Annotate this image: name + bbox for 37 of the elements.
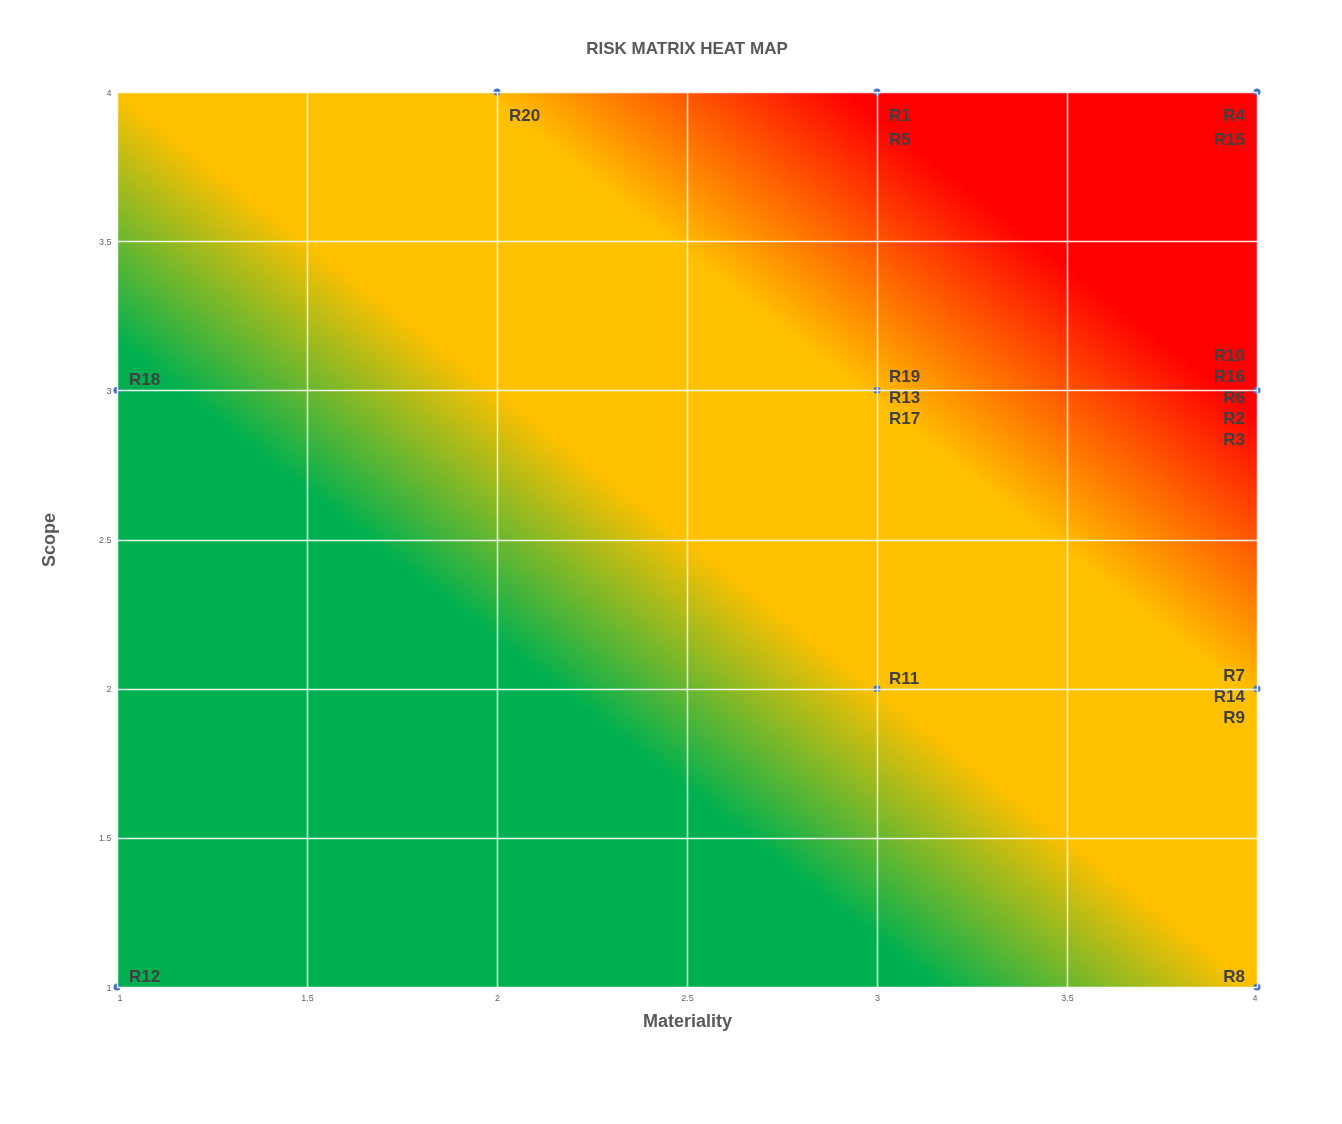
y-tick-label: 3.5: [98, 236, 112, 247]
annotation: R18: [129, 370, 161, 390]
annotation: R7: [1223, 665, 1245, 685]
x-tick-label: 1: [117, 992, 123, 1003]
x-axis-title: Materiality: [642, 1010, 733, 1031]
y-tick-label: 2.5: [98, 535, 112, 545]
annotation: R5: [889, 130, 911, 149]
x-tick-label: 3: [874, 992, 881, 1003]
annotation: R12: [129, 967, 161, 986]
y-tick-label: 3: [106, 385, 112, 396]
y-tick-label: 2: [106, 684, 112, 695]
y-tick-label: 1: [106, 982, 112, 993]
annotation: R1: [889, 106, 911, 125]
annotation: R15: [1213, 130, 1245, 149]
annotation: R10: [1213, 346, 1245, 366]
annotation: R11: [889, 668, 920, 688]
annotation: R3: [1223, 430, 1245, 450]
x-tick-label: 1.5: [301, 992, 314, 1003]
y-tick-label: 4: [106, 87, 112, 98]
annotation: R2: [1223, 409, 1245, 429]
annotation: R4: [1223, 106, 1246, 125]
x-tick-label: 2: [494, 992, 501, 1003]
annotation: R14: [1213, 686, 1246, 706]
x-tick-label: 2.5: [681, 992, 694, 1003]
annotation: R16: [1213, 367, 1245, 387]
annotation: R20: [509, 106, 541, 125]
x-tick-label: 4: [1252, 992, 1258, 1003]
annotation: R17: [889, 409, 921, 429]
annotation: R6: [1223, 388, 1245, 408]
chart-title: RISK MATRIX HEAT MAP: [586, 39, 788, 58]
y-tick-label: 1.5: [98, 833, 112, 844]
annotation: R9: [1223, 707, 1245, 727]
annotation: R8: [1223, 967, 1245, 986]
annotation: R13: [889, 388, 921, 408]
annotation: R19: [889, 367, 921, 387]
x-tick-label: 3.5: [1061, 992, 1074, 1003]
y-axis-title: Scope: [38, 512, 59, 568]
